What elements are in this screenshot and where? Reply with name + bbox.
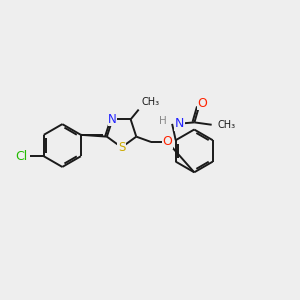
Text: CH₃: CH₃ [142,97,160,106]
Text: Cl: Cl [15,150,27,163]
Text: CH₃: CH₃ [217,120,235,130]
Text: N: N [108,113,117,126]
Text: O: O [197,97,207,110]
Text: H: H [159,116,167,127]
Text: N: N [175,117,184,130]
Text: O: O [163,136,172,148]
Text: S: S [118,141,125,154]
